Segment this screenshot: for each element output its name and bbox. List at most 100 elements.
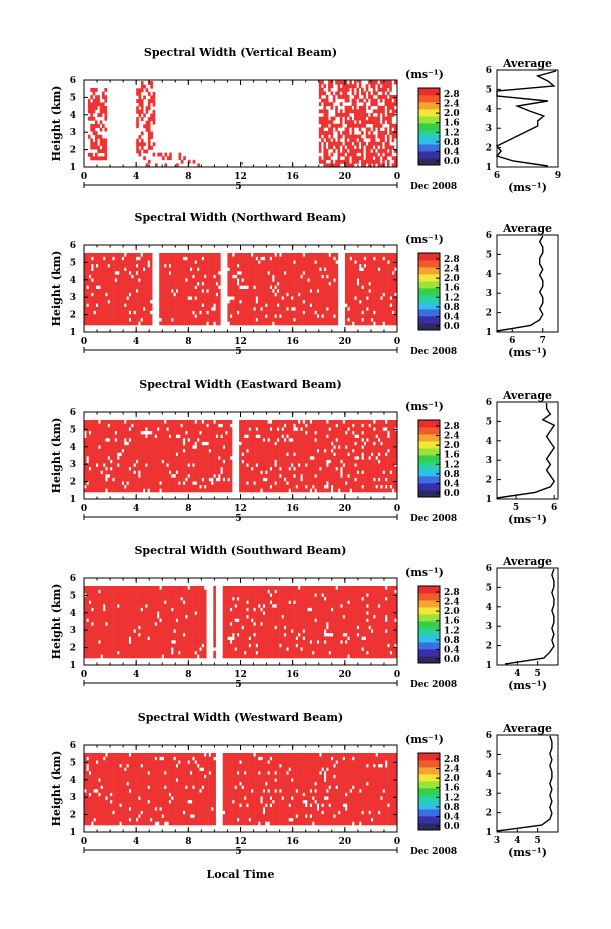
- heatmap-cell: [356, 285, 360, 290]
- heatmap-cell: [116, 466, 120, 471]
- heatmap-cell: [93, 481, 97, 486]
- heatmap-cell: [98, 441, 101, 446]
- heatmap-cell: [302, 470, 306, 475]
- heatmap-cell: [382, 307, 386, 311]
- heatmap-cell: [107, 441, 111, 446]
- heatmap-cell: [272, 292, 275, 297]
- heatmap-cell: [208, 292, 212, 297]
- heatmap-cell: [116, 459, 120, 464]
- heatmap-cell: [363, 292, 367, 297]
- heatmap-cell: [227, 281, 231, 286]
- heatmap-cell: [253, 310, 256, 315]
- heatmap-cell: [267, 434, 270, 439]
- heatmap-cell: [119, 430, 122, 435]
- heatmap-cell: [182, 459, 186, 464]
- heatmap-cell: [304, 456, 308, 460]
- heatmap-cell: [218, 434, 221, 439]
- heatmap-cell: [227, 466, 231, 471]
- heatmap-cell: [187, 307, 191, 311]
- heatmap-cell: [206, 448, 209, 453]
- heatmap-cell: [337, 141, 341, 146]
- heatmap-cell: [135, 470, 139, 475]
- heatmap-cell: [248, 456, 252, 460]
- heatmap-cell: [375, 159, 378, 164]
- heatmap-cell: [95, 420, 99, 424]
- heatmap-cell: [168, 430, 172, 435]
- heatmap-cell: [116, 438, 120, 442]
- heatmap-cell: [215, 448, 219, 453]
- heatmap-cell: [203, 260, 207, 265]
- heatmap-cell: [326, 321, 329, 326]
- heatmap-cell: [389, 292, 393, 297]
- heatmap-cell: [95, 145, 98, 150]
- heatmap-cell: [102, 423, 106, 428]
- heatmap-cell: [140, 314, 144, 319]
- heatmap-cell: [215, 289, 219, 293]
- heatmap-cell: [116, 267, 120, 272]
- heatmap-cell: [309, 256, 313, 261]
- heatmap-cell: [107, 445, 111, 450]
- heatmap-cell: [100, 420, 104, 424]
- heatmap-cell: [269, 321, 273, 326]
- heatmap-cell: [119, 445, 122, 450]
- heatmap-cell: [386, 105, 390, 110]
- heatmap-cell: [187, 321, 191, 326]
- heatmap-cell: [379, 131, 383, 135]
- heatmap-cell: [262, 317, 266, 322]
- heatmap-cell: [189, 456, 193, 460]
- heatmap-cell: [187, 253, 191, 257]
- heatmap-cell: [379, 123, 383, 128]
- heatmap-cell: [372, 91, 376, 96]
- heatmap-cell: [107, 463, 111, 468]
- heatmap-cell: [170, 427, 174, 432]
- heatmap-cell: [91, 477, 94, 482]
- heatmap-cell: [173, 430, 176, 435]
- heatmap-cell: [161, 452, 165, 457]
- heatmap-cell: [159, 285, 162, 290]
- heatmap-cell: [236, 260, 240, 265]
- heatmap-cell: [309, 281, 313, 286]
- heatmap-cell: [288, 321, 292, 326]
- heatmap-cell: [363, 105, 367, 110]
- heatmap-cell: [133, 292, 137, 297]
- heatmap-cell: [203, 289, 207, 293]
- heatmap-cell: [178, 256, 181, 261]
- heatmap-cell: [128, 484, 132, 489]
- heatmap-cell: [248, 296, 252, 301]
- heatmap-cell: [286, 438, 289, 442]
- heatmap-cell: [295, 481, 299, 486]
- heatmap-cell: [229, 267, 233, 272]
- heatmap-cell: [192, 317, 195, 322]
- heatmap-cell: [206, 470, 209, 475]
- heatmap-cell: [192, 484, 195, 489]
- heatmap-cell: [107, 466, 111, 471]
- heatmap-cell: [286, 296, 289, 301]
- heatmap-cell: [201, 317, 205, 322]
- heatmap-cell: [328, 156, 331, 161]
- heatmap-cell: [377, 278, 381, 283]
- heatmap-cell: [283, 285, 287, 290]
- heatmap-cell: [215, 321, 219, 326]
- heatmap-cell: [309, 307, 313, 311]
- heatmap-cell: [145, 423, 148, 428]
- heatmap-cell: [229, 438, 233, 442]
- heatmap-cell: [135, 434, 139, 439]
- heatmap-cell: [255, 488, 259, 493]
- heatmap-cell: [312, 477, 315, 482]
- heatmap-cell: [356, 256, 360, 261]
- heatmap-cell: [265, 278, 268, 283]
- heatmap-cell: [375, 80, 378, 85]
- heatmap-cell: [286, 271, 289, 275]
- heatmap-cell: [124, 466, 127, 471]
- heatmap-cell: [386, 138, 390, 143]
- heatmap-cell: [93, 281, 97, 286]
- heatmap-cell: [166, 430, 169, 435]
- heatmap-cell: [88, 438, 92, 442]
- heatmap-cell: [386, 159, 390, 164]
- heatmap-cell: [265, 317, 268, 322]
- heatmap-cells: [84, 253, 397, 326]
- heatmap-cell: [387, 299, 390, 304]
- heatmap-cell: [88, 423, 92, 428]
- heatmap-cell: [394, 253, 397, 257]
- heatmap-cell: [314, 448, 317, 453]
